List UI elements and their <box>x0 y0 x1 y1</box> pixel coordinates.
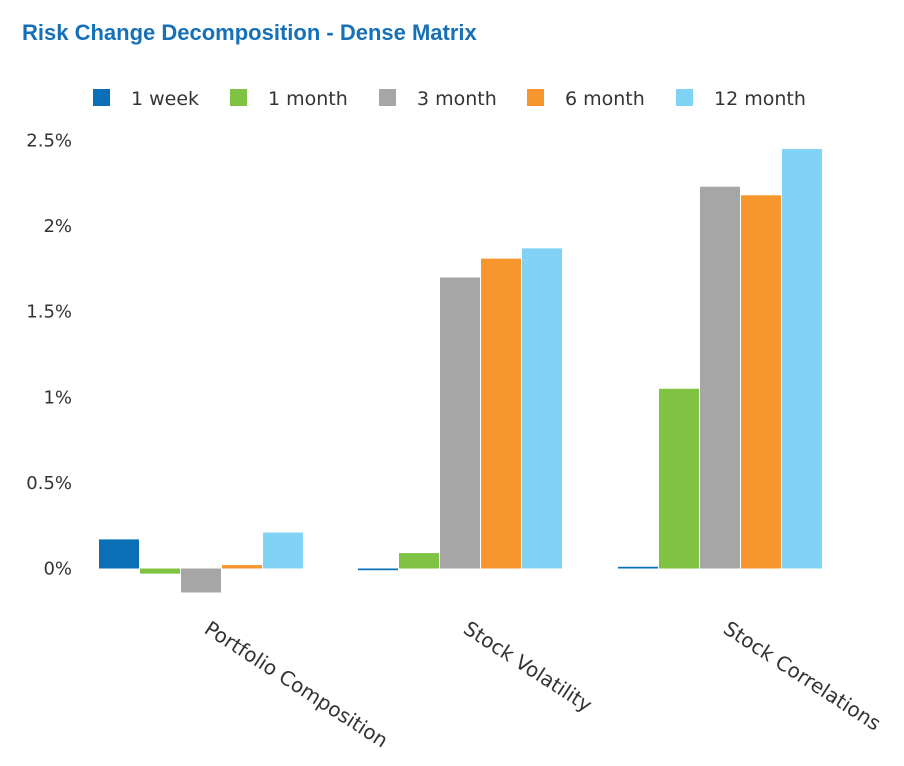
legend-item: 1 week <box>93 88 199 110</box>
legend-item: 12 month <box>676 88 806 110</box>
bar <box>263 532 303 569</box>
legend-swatch <box>527 89 544 106</box>
x-axis: Portfolio Composition Stock Volatility Sto… <box>200 616 885 752</box>
bar <box>222 565 262 569</box>
legend-label: 12 month <box>714 88 806 110</box>
legend-label: 1 week <box>131 88 199 110</box>
x-category-label: Stock Correlations <box>719 616 885 735</box>
bar <box>522 248 562 569</box>
bar <box>399 553 439 569</box>
chart-title: Risk Change Decomposition - Dense Matrix <box>22 20 477 45</box>
legend-swatch <box>676 89 693 106</box>
bar <box>659 388 699 569</box>
y-tick-label: 2.5% <box>26 131 72 152</box>
legend: 1 week 1 month 3 month 6 month 12 month <box>93 88 806 110</box>
bar <box>358 568 398 571</box>
legend-label: 1 month <box>268 88 348 110</box>
y-tick-label: 0% <box>43 559 72 580</box>
bar <box>782 149 822 569</box>
legend-item: 3 month <box>379 88 497 110</box>
y-axis: 0% 0.5% 1% 1.5% 2% 2.5% <box>26 131 72 580</box>
bar <box>140 568 180 574</box>
legend-label: 3 month <box>417 88 497 110</box>
y-tick-label: 1% <box>43 387 72 408</box>
bar <box>99 539 139 569</box>
legend-label: 6 month <box>565 88 645 110</box>
bar <box>440 277 480 569</box>
bar <box>181 568 221 593</box>
y-tick-label: 2% <box>43 216 72 237</box>
bar <box>700 186 740 569</box>
legend-swatch <box>379 89 396 106</box>
legend-item: 1 month <box>230 88 348 110</box>
x-category-label: Stock Volatility <box>459 616 596 717</box>
legend-item: 6 month <box>527 88 645 110</box>
legend-swatch <box>230 89 247 106</box>
y-tick-label: 1.5% <box>26 302 72 323</box>
y-tick-label: 0.5% <box>26 473 72 494</box>
bar <box>618 566 658 569</box>
x-category-label: Portfolio Composition <box>200 616 392 752</box>
bar <box>481 258 521 569</box>
bar <box>741 195 781 569</box>
bars <box>99 149 822 593</box>
legend-swatch <box>93 89 110 106</box>
